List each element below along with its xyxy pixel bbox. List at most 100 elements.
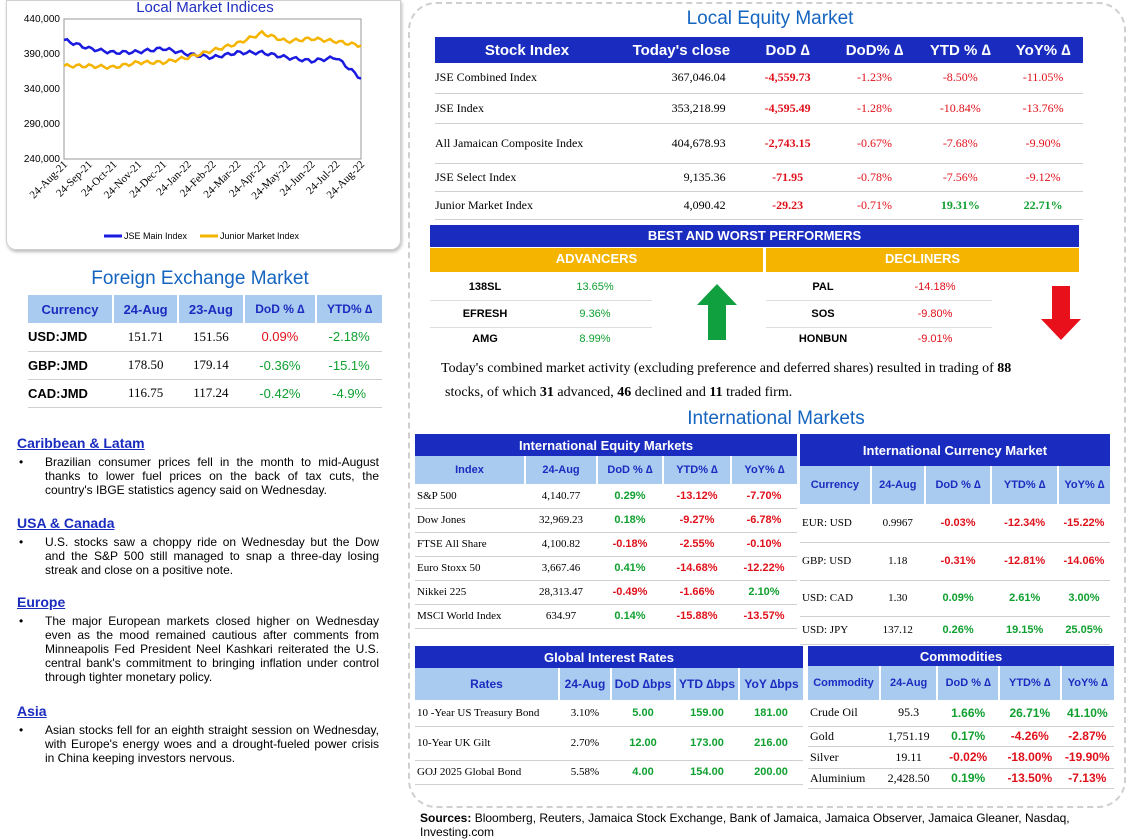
intl-equity-title: International Equity Markets <box>415 434 797 456</box>
fx-row: USD:JMD 151.71 151.56 0.09% -2.18% <box>28 323 382 352</box>
le-dod: -4,559.73 <box>743 63 832 94</box>
cell-val: 5.58% <box>559 760 611 785</box>
summary-text: traded firm. <box>722 385 793 400</box>
fx-ytd: -4.9% <box>316 379 382 408</box>
fx-title: Foreign Exchange Market <box>91 268 309 289</box>
cell-name: USD: CAD <box>800 580 871 617</box>
intl-currency-table: International Currency Market Currency 2… <box>800 434 1110 645</box>
ie-header: DoD % ∆ <box>596 456 663 484</box>
cm-header: YTD% ∆ <box>997 666 1061 700</box>
fx-dod: -0.42% <box>243 379 317 408</box>
cell-val: 2,428.50 <box>879 768 938 789</box>
cell-ytd: -14.68% <box>663 556 731 581</box>
news-text: U.S. stocks saw a choppy ride on Wednesd… <box>45 535 379 577</box>
summary-total: 88 <box>997 361 1012 376</box>
bullet-icon: • <box>19 535 24 549</box>
le-ytd: -8.50% <box>917 63 1004 94</box>
cell-yoy: -6.78% <box>731 508 797 533</box>
chart-title: Local Market Indices <box>136 0 274 16</box>
decliners-heading: DECLINERS <box>766 248 1079 272</box>
le-row: JSE Combined Index 367,046.04 -4,559.73 … <box>435 63 1083 94</box>
ie-header: YoY% ∆ <box>730 456 797 484</box>
y-tick-label: 290,000 <box>24 119 61 130</box>
ic-header: DoD % ∆ <box>923 466 992 504</box>
interest-rates-table: Global Interest Rates Rates 24-Aug DoD ∆… <box>415 646 803 785</box>
cell-dod: 0.29% <box>597 484 663 509</box>
cell-dod: -0.03% <box>924 504 992 543</box>
cell-name: Dow Jones <box>415 508 525 533</box>
le-ytd: -7.68% <box>917 123 1004 164</box>
cell-val: 4,100.82 <box>525 532 597 557</box>
cell-name: USD: JPY <box>800 616 871 645</box>
le-header-dodp: DoD% ∆ <box>831 37 918 63</box>
cm-header: 24-Aug <box>878 666 938 700</box>
commodities-title: Commodities <box>808 646 1114 666</box>
le-name: All Jamaican Composite Index <box>435 123 619 164</box>
decliner-pct: -14.18% <box>914 281 956 293</box>
le-header-dod: DoD ∆ <box>743 37 832 63</box>
cell-val: 95.3 <box>879 700 938 727</box>
cell-dod: 0.19% <box>937 768 999 789</box>
ie-header: Index <box>415 456 525 484</box>
cell-val: 3,667.46 <box>525 556 597 581</box>
le-name: JSE Select Index <box>435 163 619 192</box>
le-dodp: -1.28% <box>831 93 918 124</box>
decliner-pct: -9.01% <box>917 333 953 345</box>
cell-val: 28,313.47 <box>525 580 597 605</box>
markets-panel <box>408 2 1126 808</box>
cell-val: 1.30 <box>870 580 925 617</box>
decliner-item: PAL -14.18% <box>766 274 992 301</box>
cell-yoy: 2.10% <box>731 580 797 605</box>
chart-legend: JSE Main Index Junior Market Index <box>104 231 300 241</box>
cell-yoy: -0.10% <box>731 532 797 557</box>
cell-dod: 1.66% <box>937 700 999 727</box>
le-row: JSE Select Index 9,135.36 -71.95 -0.78% … <box>435 163 1083 192</box>
advancer-symbol: 138SL <box>468 281 502 293</box>
le-close: 353,218.99 <box>618 93 744 124</box>
le-name: Junior Market Index <box>435 191 619 220</box>
up-arrow-icon <box>697 284 737 340</box>
ir-header: 24-Aug <box>558 668 611 700</box>
market-indices-chart-panel <box>6 0 401 250</box>
news-text: Asian stocks fell for an eighth straight… <box>45 723 379 765</box>
fx-prev: 151.56 <box>178 323 244 352</box>
table-row: Nikkei 225 28,313.47 -0.49% -1.66% 2.10% <box>415 580 797 605</box>
news-region-heading[interactable]: Europe <box>17 594 66 610</box>
le-yoy: -11.05% <box>1003 63 1083 94</box>
le-close: 367,046.04 <box>618 63 744 94</box>
le-yoy: -13.76% <box>1003 93 1083 124</box>
news-region-heading[interactable]: USA & Canada <box>17 515 115 531</box>
cell-ytd: -15.88% <box>663 604 731 629</box>
summary-advanced: 31 <box>539 385 554 400</box>
cell-dod: 0.18% <box>597 508 663 533</box>
cell-dod: 12.00 <box>611 726 675 761</box>
summary-declined: 46 <box>617 385 632 400</box>
cell-yoy: -13.57% <box>731 604 797 629</box>
cell-ytd: -18.00% <box>998 746 1061 769</box>
cell-ytd: -1.66% <box>663 580 731 605</box>
news-region-heading[interactable]: Caribbean & Latam <box>17 435 145 451</box>
fx-row: GBP:JMD 178.50 179.14 -0.36% -15.1% <box>28 351 382 380</box>
cell-ytd: -13.12% <box>663 484 731 509</box>
news-region-heading[interactable]: Asia <box>17 703 47 719</box>
cell-val: 1.18 <box>870 542 925 581</box>
cell-ytd: 26.71% <box>998 700 1061 727</box>
table-row: Gold 1,751.19 0.17% -4.26% -2.87% <box>808 726 1114 747</box>
le-dodp: -0.78% <box>831 163 918 192</box>
cell-ytd: -2.55% <box>663 532 731 557</box>
news-europe: Europe • The major European markets close… <box>17 594 379 684</box>
cm-header: Commodity <box>808 666 880 700</box>
ir-header: YoY ∆bps <box>738 668 803 700</box>
le-ytd: -10.84% <box>917 93 1004 124</box>
table-row: Euro Stoxx 50 3,667.46 0.41% -14.68% -12.22% <box>415 556 797 581</box>
table-row: Crude Oil 95.3 1.66% 26.71% 41.10% <box>808 700 1114 727</box>
summary-text: stocks, of which <box>445 385 540 400</box>
le-ytd: 19.31% <box>917 191 1004 220</box>
cell-ytd: -13.50% <box>998 768 1061 789</box>
fx-ytd: -15.1% <box>316 351 382 380</box>
summary-text: Today's combined market activity (exclud… <box>441 361 998 376</box>
bullet-icon: • <box>19 455 24 469</box>
sources-line: Sources: Bloomberg, Reuters, Jamaica Sto… <box>420 811 1146 839</box>
junior-market-index-line <box>63 29 362 71</box>
cell-dod: -0.02% <box>937 746 999 769</box>
